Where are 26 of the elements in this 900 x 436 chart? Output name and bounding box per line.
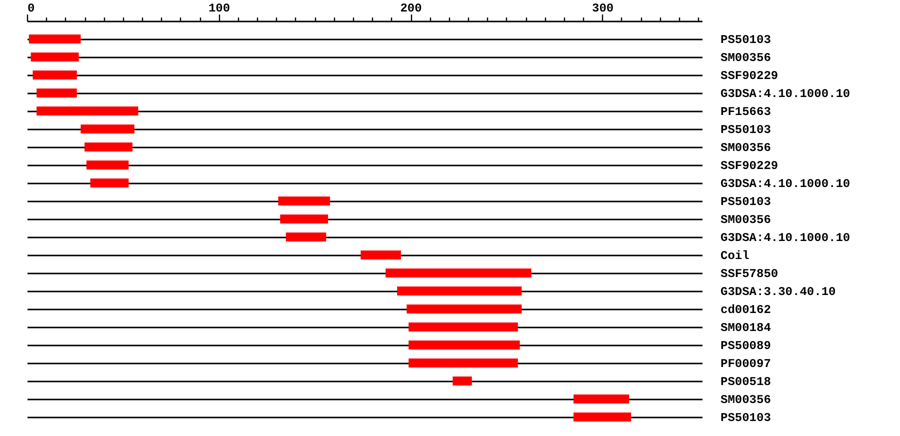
y-tick-label: PS50089 — [720, 339, 771, 353]
y-tick-label: PF15663 — [720, 105, 771, 119]
y-tick-label: SSF90229 — [720, 69, 778, 83]
y-tick-label: G3DSA:4.10.1000.10 — [720, 177, 850, 191]
y-tick-label: Coil — [720, 249, 750, 263]
x-tick-label: 300 — [592, 2, 614, 16]
y-tick-label: G3DSA:3.30.40.10 — [720, 285, 836, 299]
y-tick-label: PS50103 — [720, 195, 771, 209]
y-tick-label: SSF57850 — [720, 267, 778, 281]
y-tick-label: SSF90229 — [720, 159, 778, 173]
y-tick-label: G3DSA:4.10.1000.10 — [720, 87, 850, 101]
y-tick-label: PS50103 — [720, 411, 771, 425]
y-tick-label: SM00356 — [720, 393, 771, 407]
x-tick-label: 100 — [208, 2, 230, 16]
y-tick-label: SM00356 — [720, 51, 771, 65]
y-tick-label: PS00518 — [720, 375, 771, 389]
x-tick-label: 0 — [28, 2, 35, 16]
y-tick-label: PS50103 — [720, 33, 771, 47]
y-tick-label: SM00184 — [720, 321, 771, 335]
x-tick-label: 200 — [400, 2, 422, 16]
y-tick-label: SM00356 — [720, 213, 771, 227]
y-tick-label: cd00162 — [720, 303, 771, 317]
y-tick-label: SM00356 — [720, 141, 771, 155]
y-tick-label: G3DSA:4.10.1000.10 — [720, 231, 850, 245]
y-tick-label: PF00097 — [720, 357, 771, 371]
y-tick-label: PS50103 — [720, 123, 771, 137]
